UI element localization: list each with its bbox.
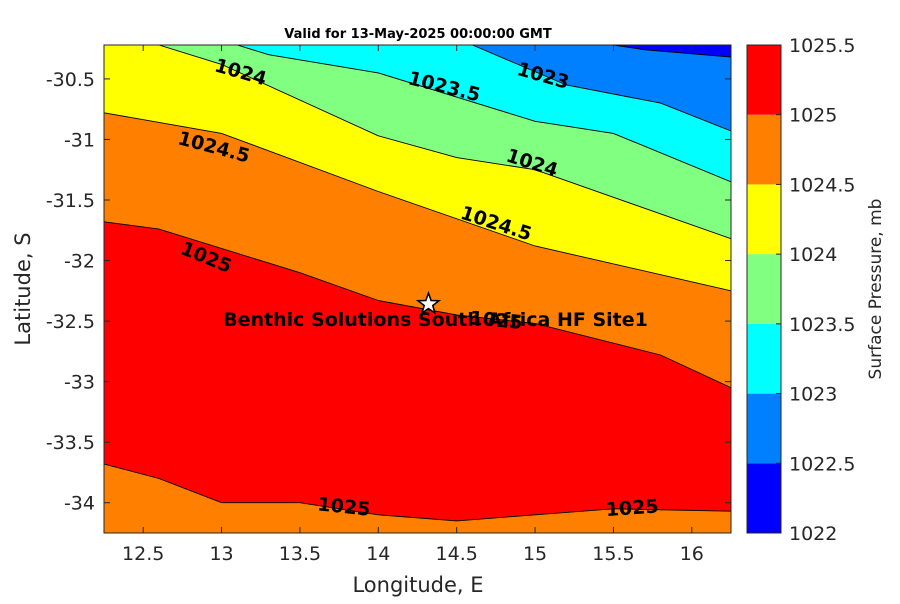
colorbar-tick-label: 1025.5 bbox=[789, 35, 855, 57]
y-tick-label: -30.5 bbox=[46, 69, 95, 91]
colorbar-segment bbox=[747, 463, 781, 533]
colorbar-segment bbox=[747, 184, 781, 255]
contour-label: 1025 bbox=[605, 495, 659, 521]
colorbar-tick-label: 1025 bbox=[789, 105, 837, 127]
colorbar-segment bbox=[747, 45, 781, 115]
plot-frame bbox=[103, 44, 732, 534]
contour-line-1024 bbox=[158, 45, 731, 240]
x-axis: 12.5 13 13.5 14 14.5 15 15.5 16 bbox=[122, 45, 704, 565]
colorbar-segment bbox=[747, 393, 781, 464]
y-tick-label: -32.5 bbox=[46, 311, 95, 333]
colorbar-tick-label: 1023 bbox=[789, 384, 837, 406]
colorbar-tick-label: 1022 bbox=[789, 523, 837, 545]
contour-line-1023-5 bbox=[237, 45, 731, 183]
fill-band-south-1024-5 bbox=[104, 464, 731, 533]
colorbar-segment bbox=[747, 114, 781, 185]
contour-line-1025 bbox=[104, 463, 731, 522]
y-tick-label: -34 bbox=[64, 493, 95, 515]
contour-line-1023 bbox=[472, 45, 731, 132]
y-tick-label: -33 bbox=[64, 372, 95, 394]
y-tick-label: -31.5 bbox=[46, 190, 95, 212]
x-tick-label: 12.5 bbox=[122, 543, 164, 565]
contour-label: 1025 bbox=[469, 307, 524, 334]
contour-fills bbox=[104, 45, 731, 533]
site-label: Benthic Solutions South Africa HF Site1 bbox=[223, 309, 648, 331]
contour-lines bbox=[104, 45, 731, 522]
x-tick-label: 13 bbox=[209, 543, 233, 565]
colorbar-tick-label: 1024 bbox=[789, 244, 837, 266]
contour-line-1024-5 bbox=[104, 112, 731, 292]
x-tick-label: 15 bbox=[523, 543, 547, 565]
x-tick-label: 14 bbox=[366, 543, 390, 565]
colorbar-tick-label: 1022.5 bbox=[789, 453, 855, 475]
y-tick-label: -31 bbox=[64, 129, 95, 151]
x-axis-label: Longitude, E bbox=[352, 573, 483, 597]
contour-label: 1025 bbox=[316, 493, 371, 520]
contour-line-1022-5 bbox=[613, 45, 731, 58]
x-tick-label: 13.5 bbox=[279, 543, 321, 565]
x-tick-label: 14.5 bbox=[436, 543, 478, 565]
contour-line-1025 bbox=[104, 221, 731, 389]
fill-band-1025 bbox=[104, 221, 731, 533]
colorbar-segment bbox=[747, 323, 781, 394]
y-tick-label: -32 bbox=[64, 251, 95, 273]
colorbar-tick-label: 1023.5 bbox=[789, 314, 855, 336]
colorbar-label: Surface Pressure, mb bbox=[866, 199, 886, 380]
y-axis-label: Latitude, S bbox=[11, 232, 35, 345]
chart-title: Valid for 13-May-2025 00:00:00 GMT bbox=[284, 27, 552, 42]
site-star-icon bbox=[415, 290, 442, 315]
y-axis: -30.5 -31 -31.5 -32 -32.5 -33 -33.5 -34 bbox=[46, 69, 731, 515]
y-tick-label: -33.5 bbox=[46, 432, 95, 454]
colorbar-tick-label: 1024.5 bbox=[789, 174, 855, 196]
colorbar-segment bbox=[747, 254, 781, 324]
colorbar-frame bbox=[746, 44, 782, 534]
site-marker-group: Benthic Solutions South Africa HF Site1 bbox=[223, 290, 648, 331]
x-tick-label: 15.5 bbox=[592, 543, 634, 565]
x-tick-label: 16 bbox=[680, 543, 704, 565]
colorbar: 1022 1022.5 1023 1023.5 1024 1024.5 1025 1025.5 bbox=[746, 35, 855, 545]
